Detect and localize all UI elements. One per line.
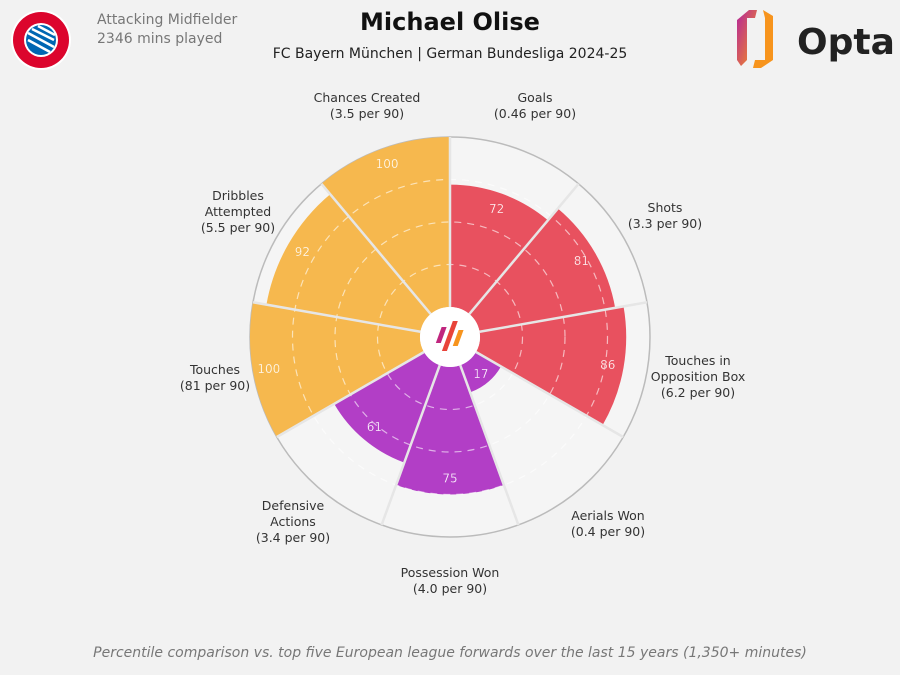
grid-ring <box>334 221 566 453</box>
bar-8 <box>321 137 450 315</box>
value-label: 86 <box>600 358 615 372</box>
value-label: 92 <box>295 245 310 259</box>
club-logo <box>11 10 71 70</box>
value-label: 81 <box>574 254 589 268</box>
spoke <box>468 182 580 315</box>
category-label: Possession Won (4.0 per 90) <box>401 565 500 596</box>
category-label: Defensive Actions (3.4 per 90) <box>256 498 330 545</box>
bar-6 <box>249 302 425 437</box>
bar-2 <box>475 306 627 426</box>
bar-3 <box>460 352 502 393</box>
svg-text:Opta: Opta <box>797 22 895 63</box>
value-label: 61 <box>367 420 382 434</box>
spoke <box>479 301 648 334</box>
value-label: 75 <box>442 472 457 486</box>
footnote: Percentile comparison vs. top five Europ… <box>93 645 807 661</box>
category-label: Goals (0.46 per 90) <box>494 90 576 121</box>
opta-logo: Opta <box>737 10 895 68</box>
category-label: Dribbles Attempted (5.5 per 90) <box>201 188 275 235</box>
category-label: Aerials Won (0.4 per 90) <box>571 508 645 539</box>
bar-7 <box>266 194 431 332</box>
category-label: Touches in Opposition Box (6.2 per 90) <box>651 353 746 400</box>
spoke <box>252 301 421 334</box>
category-label: Chances Created (3.5 per 90) <box>314 90 421 121</box>
page-title: Michael Olise <box>360 8 540 36</box>
value-label: 72 <box>489 202 504 216</box>
bar-1 <box>469 208 616 332</box>
player-position: Attacking Midfielder <box>97 12 238 28</box>
bar-4 <box>396 365 504 495</box>
spoke <box>380 364 441 526</box>
bar-0 <box>450 184 548 315</box>
opta-mark-icon <box>435 321 464 351</box>
spoke <box>459 364 520 526</box>
minutes-played: 2346 mins played <box>97 31 223 47</box>
page-subtitle: FC Bayern München | German Bundesliga 20… <box>272 46 628 62</box>
spoke <box>320 182 432 315</box>
spoke <box>475 350 624 439</box>
player-info: Attacking Midfielder 2346 mins played <box>97 11 237 49</box>
category-label: Touches (81 per 90) <box>180 362 250 393</box>
spoke <box>276 350 425 439</box>
value-label: 100 <box>376 157 399 171</box>
category-label: Shots (3.3 per 90) <box>628 200 702 231</box>
value-label: 100 <box>257 362 280 376</box>
value-label: 17 <box>473 367 488 381</box>
